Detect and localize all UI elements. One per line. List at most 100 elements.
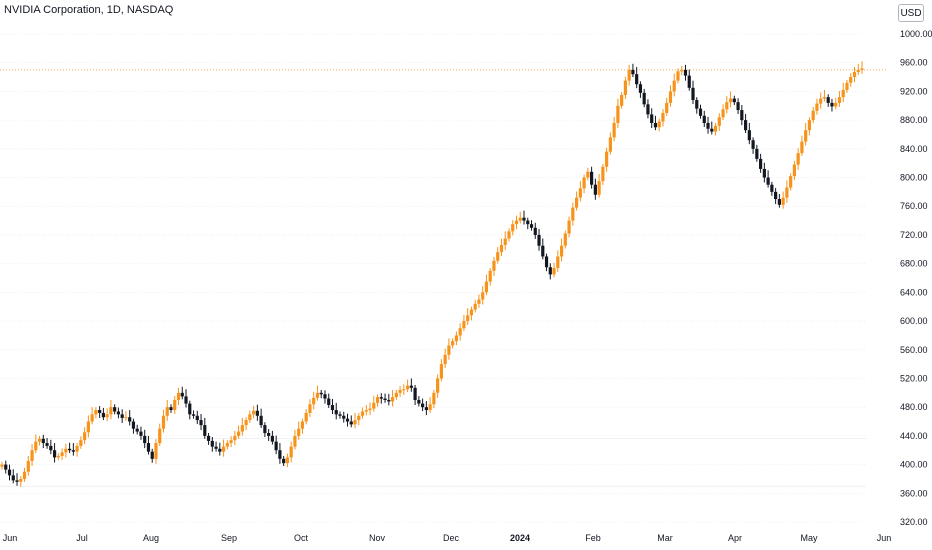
x-tick-label: Sep: [221, 533, 237, 543]
candle-body: [218, 448, 222, 452]
y-tick-label: 920.00: [900, 86, 928, 96]
candle-body: [556, 256, 560, 268]
x-tick-label: Feb: [585, 533, 601, 543]
candle-body: [52, 450, 57, 458]
candle-body: [79, 440, 83, 446]
candle-body: [822, 97, 827, 99]
candle-body: [462, 321, 466, 329]
candle-body: [706, 122, 710, 129]
candle-body: [766, 177, 770, 185]
candle-body: [173, 400, 177, 411]
candle-body: [229, 440, 233, 444]
candle-body: [443, 354, 447, 365]
candle-body: [800, 141, 804, 154]
candle-body: [759, 158, 763, 169]
candle-body: [252, 410, 256, 415]
x-tick-label: Dec: [443, 533, 460, 543]
candle-body: [635, 74, 639, 85]
candle-body: [405, 385, 410, 390]
candle-body: [436, 378, 440, 393]
candle-body: [774, 191, 778, 200]
candle-body: [646, 104, 650, 115]
candle-body: [653, 122, 658, 128]
candle-body: [695, 100, 699, 109]
candle-body: [285, 457, 290, 464]
candle-body: [623, 80, 628, 95]
candle-body: [421, 403, 425, 408]
candle-body: [856, 69, 860, 73]
candle-body: [601, 166, 605, 182]
candle-body: [255, 410, 259, 416]
candle-body: [398, 389, 402, 393]
candle-body: [526, 220, 530, 225]
candle-body: [668, 91, 673, 103]
candle-body: [199, 420, 203, 426]
candle-body: [176, 392, 181, 400]
candle-body: [304, 412, 308, 422]
candle-body: [312, 397, 316, 405]
y-tick-label: 480.00: [900, 402, 928, 412]
candle-body: [792, 164, 797, 177]
candle-body: [161, 415, 166, 429]
candle-body: [503, 238, 507, 245]
y-tick-label: 960.00: [900, 58, 928, 68]
candle-body: [484, 281, 489, 293]
candle-body: [282, 458, 286, 464]
candle-body: [751, 140, 755, 149]
candle-body: [345, 418, 350, 422]
candle-body: [605, 151, 609, 167]
candle-body: [683, 69, 688, 76]
x-tick-label: Jul: [76, 533, 88, 543]
x-tick-label: May: [800, 533, 818, 543]
candle-body: [267, 433, 271, 436]
candle-body: [120, 414, 124, 418]
candle-body: [349, 421, 353, 425]
candle-body: [428, 404, 432, 411]
candle-body: [732, 98, 736, 103]
candle-body: [180, 392, 184, 397]
candle-body: [785, 187, 789, 198]
candle-body: [721, 109, 725, 118]
candle-body: [94, 410, 98, 415]
candle-body: [372, 402, 376, 409]
x-axis: Jun Jul Aug Sep Oct Nov Dec 2024 Feb Mar Apr May Jun: [3, 533, 892, 543]
candle-body: [128, 417, 132, 422]
candle-body: [188, 403, 192, 415]
candle-body: [225, 443, 229, 447]
candle-body: [687, 75, 691, 88]
candle-body: [98, 410, 102, 413]
candle-body: [116, 411, 121, 415]
candle-body: [631, 69, 635, 75]
candle-body: [747, 130, 751, 141]
candle-body: [353, 420, 357, 425]
candle-body: [514, 220, 519, 225]
candle-body: [552, 267, 556, 275]
candles: [0, 61, 864, 487]
candle-body: [37, 438, 42, 442]
candle-body: [334, 410, 338, 415]
y-tick-label: 880.00: [900, 115, 928, 125]
candle-body: [34, 441, 38, 451]
candle-body: [394, 392, 398, 398]
candle-body: [233, 435, 237, 441]
candle-body: [244, 420, 248, 426]
y-tick-label: 680.00: [900, 259, 928, 269]
candle-body: [323, 394, 327, 399]
x-tick-label: Mar: [657, 533, 673, 543]
candle-body: [90, 414, 94, 422]
candle-body: [432, 392, 436, 405]
candle-body: [559, 245, 564, 257]
candle-body: [7, 469, 12, 476]
candle-body: [357, 415, 361, 421]
candle-body: [537, 234, 541, 246]
candle-body: [22, 471, 27, 479]
candle-body: [811, 110, 815, 121]
candle-body: [409, 385, 413, 388]
y-tick-label: 600.00: [900, 316, 928, 326]
candle-body: [672, 80, 676, 92]
candle-body: [627, 69, 631, 81]
candle-body: [507, 231, 511, 239]
currency-badge[interactable]: USD: [898, 4, 924, 22]
y-tick-label: 720.00: [900, 230, 928, 240]
